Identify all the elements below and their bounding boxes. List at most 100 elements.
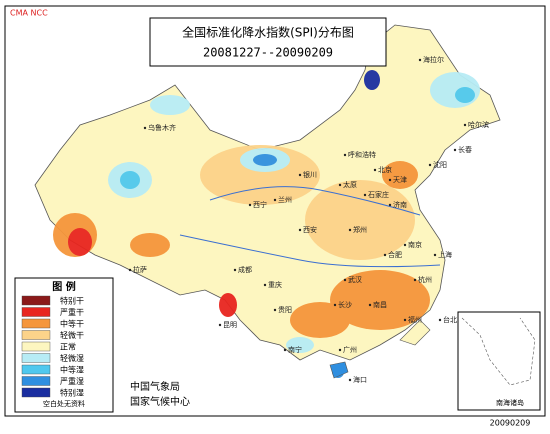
inset-label: 南海诸岛 <box>496 398 524 407</box>
inset-box <box>457 311 541 411</box>
island <box>399 319 431 346</box>
city-marker <box>338 183 342 187</box>
city-label: 武汉 <box>348 275 362 284</box>
city-label: 太原 <box>343 180 357 189</box>
legend-label: 中等干 <box>60 319 84 329</box>
city-label: 银川 <box>303 170 317 179</box>
legend-swatch <box>21 353 51 363</box>
city-label: 呼和浩特 <box>348 150 376 159</box>
legend-note: 空白处无资料 <box>43 399 85 408</box>
legend-swatch <box>21 307 51 317</box>
legend-label: 严重湿 <box>60 376 84 386</box>
city-label: 海口 <box>353 375 367 384</box>
city-label: 合肥 <box>388 250 402 259</box>
city-marker <box>413 278 417 282</box>
city-marker <box>338 348 342 352</box>
region <box>364 70 380 90</box>
city-label: 福州 <box>408 315 422 324</box>
city-marker <box>218 323 222 327</box>
map-title: 全国标准化降水指数(SPI)分布图 <box>182 25 354 40</box>
city-marker <box>453 148 457 152</box>
legend-swatch <box>21 330 51 340</box>
region <box>150 95 190 115</box>
city-label: 成都 <box>238 265 252 274</box>
city-label: 广州 <box>343 345 357 354</box>
island <box>329 361 349 379</box>
city-marker <box>248 203 252 207</box>
legend-swatch <box>21 364 51 375</box>
legend-swatch <box>21 341 51 352</box>
center: 国家气候中心 <box>130 395 190 408</box>
city-label: 兰州 <box>278 195 292 204</box>
region <box>305 180 415 260</box>
region <box>330 270 430 330</box>
city-label: 郑州 <box>353 226 367 234</box>
city-marker <box>348 378 352 382</box>
city-label: 上海 <box>438 250 452 259</box>
city-label: 重庆 <box>268 280 282 289</box>
city-marker <box>403 318 407 322</box>
city-label: 拉萨 <box>133 265 147 274</box>
city-marker <box>273 198 277 202</box>
city-marker <box>418 58 422 62</box>
agency: 中国气象局 <box>130 380 180 393</box>
legend-label: 特别湿 <box>60 388 84 398</box>
legend-label: 中等湿 <box>60 365 84 375</box>
city-label: 济南 <box>393 200 407 209</box>
region <box>286 337 314 353</box>
city-marker <box>403 243 407 247</box>
region <box>290 302 350 338</box>
legend-swatch <box>21 387 51 398</box>
region <box>382 161 418 189</box>
legend-swatch <box>21 318 51 329</box>
region <box>130 233 170 257</box>
city-label: 西安 <box>303 225 317 234</box>
city-label: 贵阳 <box>278 305 292 314</box>
city-marker <box>233 268 237 272</box>
city-label: 北京 <box>378 165 392 174</box>
legend-label: 严重干 <box>60 307 84 317</box>
title-box <box>149 17 387 67</box>
city-label: 南昌 <box>373 300 387 309</box>
city-marker <box>368 303 372 307</box>
city-label: 长春 <box>458 145 472 154</box>
legend-label: 特别干 <box>60 296 84 306</box>
city-marker <box>128 268 132 272</box>
city-label: 杭州 <box>418 275 432 284</box>
city-marker <box>143 126 147 130</box>
period: 20081227--20090209 <box>203 46 333 60</box>
city-marker <box>283 348 287 352</box>
legend-title: 图 例 <box>52 280 75 293</box>
city-marker <box>273 308 277 312</box>
city-marker <box>433 253 437 257</box>
city-label: 南宁 <box>288 345 302 354</box>
region <box>120 171 140 189</box>
city-marker <box>298 228 302 232</box>
city-marker <box>428 163 432 167</box>
date-stamp: 20090209 <box>490 419 531 428</box>
legend-swatch <box>21 295 51 306</box>
legend-label: 轻微干 <box>60 330 84 340</box>
city-marker <box>438 318 442 322</box>
legend-swatch <box>21 376 51 386</box>
city-marker <box>298 173 302 177</box>
city-label: 西宁 <box>253 200 267 209</box>
region <box>455 87 475 103</box>
city-label: 昆明 <box>223 321 237 329</box>
city-marker <box>333 303 337 307</box>
city-marker <box>463 123 467 127</box>
city-marker <box>343 153 347 157</box>
spi-regions <box>53 70 480 378</box>
city-label: 乌鲁木齐 <box>148 123 176 132</box>
city-label: 海拉尔 <box>423 55 444 64</box>
city-marker <box>363 193 367 197</box>
watermark: CMA NCC <box>10 9 48 18</box>
legend-label: 轻微湿 <box>60 353 84 363</box>
region <box>219 293 237 317</box>
city-label: 南京 <box>408 240 422 249</box>
river <box>179 234 441 268</box>
city-label: 哈尔滨 <box>468 120 489 129</box>
